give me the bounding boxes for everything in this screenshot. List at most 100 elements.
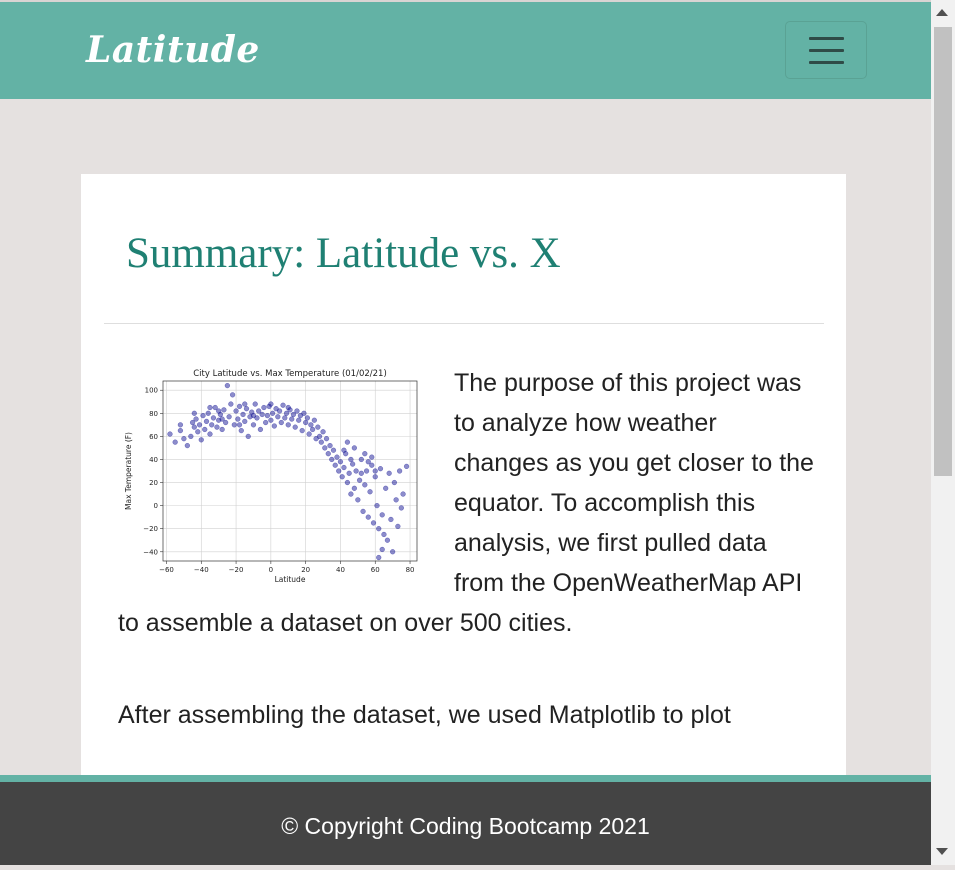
- data-point: [398, 505, 404, 511]
- data-point: [224, 383, 230, 389]
- x-tick-label: 80: [406, 566, 415, 574]
- data-point: [329, 456, 335, 463]
- data-point: [318, 439, 324, 445]
- data-point: [379, 512, 385, 518]
- data-point: [355, 497, 361, 503]
- scroll-up-icon[interactable]: [936, 9, 948, 16]
- summary-paragraph-2: After assembling the dataset, we used Ma…: [118, 701, 731, 729]
- footer-accent-bar: [0, 775, 931, 782]
- data-point: [356, 477, 363, 483]
- data-point: [381, 531, 387, 538]
- data-point: [252, 401, 258, 407]
- data-point: [346, 470, 352, 476]
- data-point: [250, 413, 257, 419]
- data-point: [379, 546, 385, 553]
- data-point: [172, 439, 178, 445]
- scrollbar-thumb[interactable]: [934, 27, 952, 476]
- data-point: [221, 407, 227, 413]
- data-point: [243, 406, 250, 412]
- data-point: [303, 419, 309, 426]
- x-tick-label: 40: [336, 566, 345, 574]
- data-point: [348, 456, 354, 463]
- data-point: [334, 454, 340, 460]
- data-point: [310, 426, 316, 433]
- y-tick-label: 20: [149, 479, 158, 487]
- data-point: [304, 415, 310, 421]
- summary-paragraph-1: The purpose of this project was to analy…: [118, 369, 814, 637]
- data-point: [308, 422, 314, 428]
- x-tick-label: −40: [194, 566, 209, 574]
- data-point: [341, 447, 347, 453]
- latitude-temperature-chart[interactable]: −60 −40 −20 0 20 40 60 80 −40 −20 0 20 40 60 80 100 City…: [118, 364, 438, 589]
- data-point: [290, 411, 297, 418]
- data-point: [397, 468, 403, 474]
- data-point: [193, 416, 199, 422]
- hamburger-menu-button[interactable]: [785, 21, 867, 79]
- data-point: [299, 428, 305, 434]
- data-point: [235, 416, 241, 422]
- scroll-down-icon[interactable]: [936, 848, 948, 855]
- vertical-scrollbar[interactable]: [931, 0, 955, 865]
- data-point: [191, 424, 197, 430]
- data-point: [285, 404, 291, 411]
- data-point: [242, 418, 248, 424]
- data-point: [263, 419, 269, 426]
- data-point: [365, 514, 371, 520]
- data-point: [391, 479, 397, 486]
- data-point: [219, 416, 225, 422]
- data-point: [353, 468, 359, 474]
- y-tick-label: 80: [149, 410, 158, 418]
- chart-svg: −60 −40 −20 0 20 40 60 80 −40 −20 0 20 40 60 80 100 City…: [124, 369, 418, 584]
- data-point: [285, 422, 291, 428]
- x-tick-label: −60: [159, 566, 174, 574]
- data-point: [250, 422, 257, 428]
- data-point: [301, 410, 307, 416]
- data-point: [337, 459, 344, 465]
- data-point: [351, 445, 357, 451]
- data-point: [195, 429, 201, 435]
- data-point: [231, 422, 237, 428]
- data-point: [323, 436, 330, 442]
- data-point: [278, 419, 284, 426]
- data-point: [376, 554, 382, 561]
- data-point: [219, 426, 225, 433]
- data-point: [344, 439, 351, 445]
- data-point: [270, 410, 276, 416]
- data-point: [280, 402, 286, 408]
- y-tick-label: −20: [143, 525, 158, 533]
- data-point: [189, 419, 196, 426]
- data-point: [207, 431, 213, 437]
- data-point: [229, 392, 236, 398]
- data-point: [184, 443, 190, 449]
- copyright-text: © Copyright Coding Bootcamp 2021: [281, 813, 650, 839]
- data-point: [261, 404, 267, 411]
- data-point: [372, 468, 378, 474]
- data-point: [393, 497, 399, 503]
- footer: © Copyright Coding Bootcamp 2021: [0, 782, 931, 865]
- data-point: [233, 408, 239, 414]
- hamburger-menu-icon-bar: [809, 61, 844, 64]
- data-point: [177, 422, 183, 428]
- brand-logo[interactable]: Latitude: [86, 29, 260, 71]
- x-tick-label: −20: [229, 566, 244, 574]
- top-edge: [0, 0, 931, 2]
- data-point: [403, 463, 410, 469]
- data-point: [191, 410, 197, 416]
- data-point: [374, 503, 380, 509]
- data-point: [320, 429, 326, 435]
- data-point: [202, 426, 208, 433]
- y-axis-label: Max Temperature (F): [124, 432, 133, 510]
- data-point: [376, 526, 382, 532]
- data-point: [198, 437, 204, 443]
- data-point: [259, 411, 265, 418]
- y-tick-label: 100: [145, 387, 158, 395]
- data-point: [325, 451, 331, 457]
- data-point: [177, 428, 183, 434]
- data-point: [200, 413, 206, 419]
- data-point: [400, 491, 406, 497]
- data-point: [282, 415, 288, 421]
- data-point: [209, 422, 215, 428]
- data-point: [212, 404, 218, 411]
- data-point: [256, 408, 262, 414]
- data-point: [369, 462, 375, 468]
